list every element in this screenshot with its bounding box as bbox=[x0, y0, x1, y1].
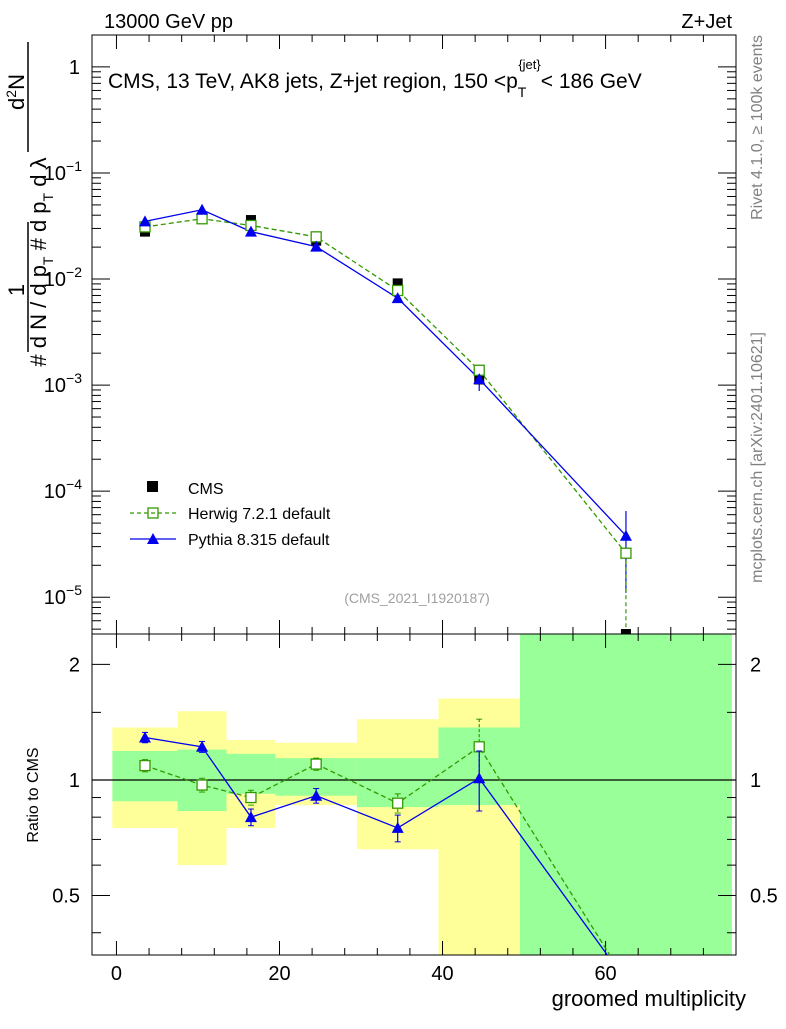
main-y-tick-label: 10−4 bbox=[44, 476, 82, 503]
pythia-ratio-point bbox=[473, 772, 486, 784]
header-left: 13000 GeV pp bbox=[104, 11, 233, 33]
pythia-main-point bbox=[391, 292, 404, 304]
analysis-reference: (CMS_2021_I1920187) bbox=[344, 590, 490, 606]
ratio-y-tick-label-right: 2 bbox=[750, 654, 761, 676]
pythia-ratio-point bbox=[244, 811, 257, 823]
pythia-main-point bbox=[138, 215, 151, 227]
pythia-main-point bbox=[473, 373, 486, 385]
herwig-main-point bbox=[196, 213, 208, 225]
header-right: Z+Jet bbox=[681, 11, 732, 33]
x-axis-label: groomed multiplicity bbox=[552, 986, 746, 1011]
main-series-layer bbox=[138, 203, 632, 634]
legend-label-cms: CMS bbox=[188, 481, 224, 498]
main-y-tick-label: 10−3 bbox=[44, 370, 82, 397]
pythia-main-point bbox=[196, 203, 209, 215]
main-y-tick-label: 1 bbox=[69, 57, 80, 79]
main-y-tick-label: 10−1 bbox=[44, 158, 82, 185]
svg-text:1: 1 bbox=[4, 284, 29, 296]
legend-marker-cms bbox=[147, 481, 158, 492]
x-tick-label: 20 bbox=[268, 963, 290, 985]
svg-text:# d N / d pT # d pT d λ: # d N / d pT # d pT d λ bbox=[26, 157, 56, 366]
pythia-ratio-point bbox=[138, 731, 151, 743]
x-tick-label: 60 bbox=[594, 963, 616, 985]
herwig-main-point bbox=[310, 231, 322, 243]
herwig-main-point bbox=[620, 547, 632, 559]
herwig-ratio-point bbox=[139, 759, 151, 772]
ratio-y-tick-label-right: 1 bbox=[750, 770, 761, 792]
ratio-y-axis-label: Ratio to CMS bbox=[25, 747, 42, 842]
pythia-main-point bbox=[310, 240, 323, 252]
herwig-ratio-point bbox=[245, 791, 257, 804]
svg-text:d2N: d2N bbox=[3, 74, 29, 110]
herwig-ratio-point bbox=[473, 741, 485, 753]
rivet-version-label: Rivet 4.1.0, ≥ 100k events bbox=[749, 35, 766, 220]
plot-title: CMS, 13 TeV, AK8 jets, Z+jet region, 150… bbox=[108, 57, 642, 100]
ratio-plot-frame bbox=[91, 633, 737, 956]
pythia-main-point bbox=[244, 225, 257, 237]
x-tick-label: 40 bbox=[431, 963, 453, 985]
ratio-series-layer bbox=[138, 718, 611, 955]
main-y-axis-label: # d N / d pT # d pT d λ 1 d2N bbox=[3, 42, 56, 367]
cms-main-point bbox=[620, 629, 631, 634]
herwig-main-line bbox=[144, 218, 627, 554]
pythia-ratio-point bbox=[391, 821, 404, 833]
x-tick-label: 0 bbox=[111, 963, 122, 985]
mcplots-label: mcplots.cern.ch [arXiv:2401.10621] bbox=[749, 332, 766, 583]
legend-marker-herwig bbox=[147, 507, 159, 519]
cms-main-point bbox=[392, 278, 403, 289]
ratio-band-inner bbox=[112, 750, 178, 802]
ratio-y-tick-label: 1 bbox=[69, 770, 80, 792]
ratio-band-inner bbox=[226, 753, 276, 794]
pythia-ratio-point bbox=[196, 740, 209, 752]
ratio-y-tick-label: 2 bbox=[69, 654, 80, 676]
main-y-tick-label: 10−5 bbox=[44, 582, 82, 609]
ratio-y-tick-label-right: 0.5 bbox=[750, 886, 778, 908]
herwig-ratio-point bbox=[196, 779, 208, 791]
herwig-ratio-point bbox=[392, 797, 404, 809]
legend: CMS Herwig 7.2.1 default Pythia 8.315 de… bbox=[130, 481, 331, 549]
ratio-band-inner bbox=[519, 634, 732, 955]
legend-label-pythia: Pythia 8.315 default bbox=[188, 532, 330, 549]
ratio-bands bbox=[112, 634, 732, 955]
ratio-y-tick-label: 0.5 bbox=[52, 886, 80, 908]
legend-marker-pythia bbox=[147, 533, 159, 544]
pythia-main-point bbox=[619, 529, 632, 541]
pythia-ratio-point bbox=[310, 789, 323, 801]
main-y-tick-label: 10−2 bbox=[44, 264, 82, 291]
legend-label-herwig: Herwig 7.2.1 default bbox=[188, 506, 331, 523]
herwig-ratio-point bbox=[310, 758, 322, 770]
